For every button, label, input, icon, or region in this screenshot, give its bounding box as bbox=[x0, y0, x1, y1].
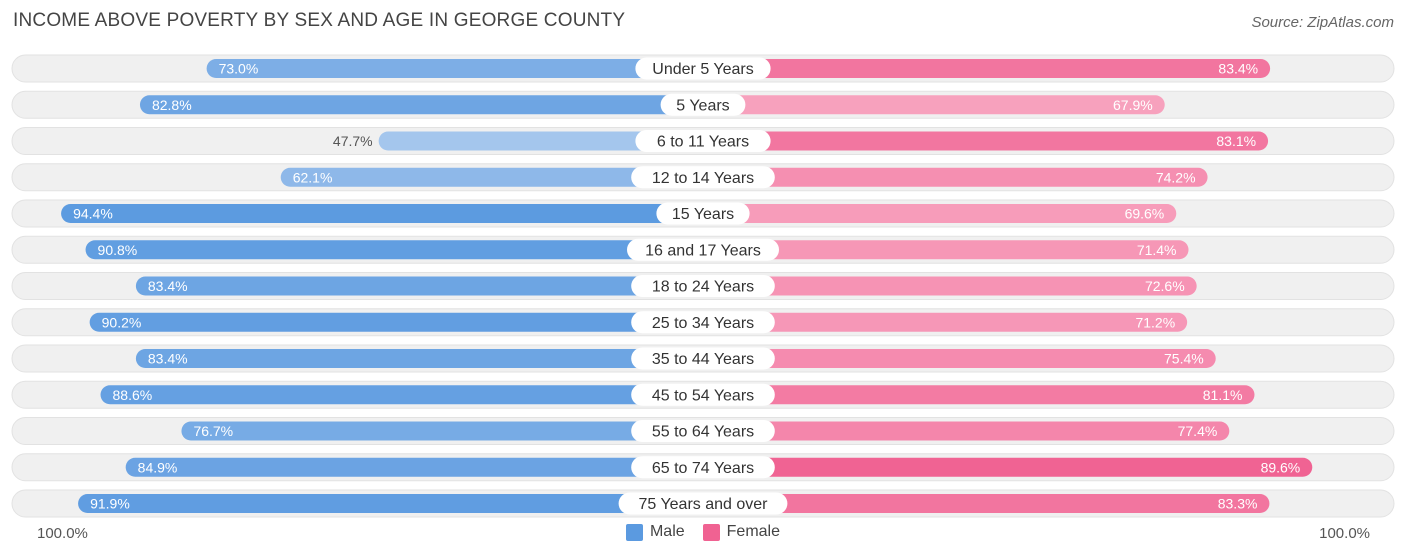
category-label-background bbox=[631, 456, 775, 479]
category-label: 18 to 24 Years bbox=[652, 279, 754, 296]
male-bar bbox=[135, 276, 703, 296]
legend-item-male[interactable]: Male bbox=[625, 523, 685, 541]
female-bar bbox=[703, 421, 1230, 441]
female-value-label: 75.4% bbox=[1164, 351, 1204, 367]
female-value-label: 83.4% bbox=[1218, 61, 1258, 77]
category-label-background bbox=[631, 383, 775, 406]
category-label: 5 Years bbox=[676, 97, 729, 114]
category-label: 65 to 74 Years bbox=[652, 460, 754, 477]
male-value-label: 83.4% bbox=[148, 278, 188, 294]
male-value-label: 84.9% bbox=[138, 459, 178, 475]
male-value-label: 62.1% bbox=[293, 169, 333, 185]
male-value-label: 47.7% bbox=[333, 133, 373, 149]
category-label: 16 and 17 Years bbox=[645, 242, 761, 259]
female-value-label: 69.6% bbox=[1125, 206, 1165, 222]
category-label: 75 Years and over bbox=[639, 496, 769, 513]
female-bar bbox=[703, 59, 1271, 78]
category-label-background bbox=[631, 166, 775, 189]
female-bar bbox=[703, 204, 1177, 223]
category-label-background bbox=[618, 492, 788, 515]
female-value-label: 71.4% bbox=[1137, 242, 1177, 258]
chart-title: INCOME ABOVE POVERTY BY SEX AND AGE IN G… bbox=[13, 10, 626, 31]
category-label-background bbox=[631, 311, 775, 334]
female-bar bbox=[703, 457, 1313, 477]
male-bar bbox=[378, 131, 703, 151]
category-label: 25 to 34 Years bbox=[652, 315, 754, 332]
category-label-background bbox=[635, 57, 771, 80]
male-bar bbox=[78, 494, 703, 513]
axis-left-label: 100.0% bbox=[37, 525, 88, 542]
category-label-background bbox=[635, 130, 771, 152]
female-bar bbox=[703, 240, 1189, 260]
axis-right-label: 100.0% bbox=[1319, 525, 1370, 542]
female-bar bbox=[703, 276, 1197, 296]
male-bar bbox=[139, 95, 703, 115]
category-label-background bbox=[631, 420, 775, 442]
category-label-background bbox=[660, 93, 746, 116]
male-bar bbox=[280, 167, 703, 187]
category-label: 12 to 14 Years bbox=[652, 170, 754, 187]
female-value-label: 71.2% bbox=[1135, 314, 1175, 330]
male-value-label: 91.9% bbox=[90, 496, 130, 512]
male-value-label: 90.2% bbox=[102, 314, 142, 330]
male-value-label: 94.4% bbox=[73, 206, 113, 222]
female-value-label: 77.4% bbox=[1178, 423, 1218, 439]
legend-label-female: Female bbox=[726, 523, 781, 540]
female-bar bbox=[703, 494, 1270, 513]
male-bar bbox=[125, 457, 704, 477]
female-bar bbox=[703, 167, 1208, 187]
legend-swatch-female bbox=[702, 523, 720, 541]
male-bar bbox=[181, 421, 703, 441]
male-value-label: 76.7% bbox=[193, 423, 233, 439]
female-value-label: 89.6% bbox=[1261, 459, 1301, 475]
female-bar bbox=[703, 385, 1255, 405]
legend-label-male: Male bbox=[649, 523, 685, 540]
category-label: 15 Years bbox=[672, 206, 734, 223]
category-label-background bbox=[627, 238, 779, 261]
source-label: Source: ZipAtlas.com bbox=[1251, 14, 1394, 31]
female-value-label: 83.1% bbox=[1216, 133, 1256, 149]
chart-plot: 73.0% 83.4% Under 5 Years 82.8% 67.9% 5 Years… bbox=[11, 54, 1395, 518]
category-label: 6 to 11 Years bbox=[657, 134, 749, 151]
category-label-background bbox=[631, 347, 775, 370]
male-bar bbox=[89, 312, 703, 332]
legend-item-female[interactable]: Female bbox=[702, 523, 781, 541]
female-value-label: 83.3% bbox=[1218, 496, 1258, 512]
male-value-label: 73.0% bbox=[219, 61, 259, 77]
male-bar bbox=[85, 240, 703, 260]
male-bar bbox=[206, 59, 703, 78]
female-bar bbox=[703, 349, 1216, 368]
category-label: Under 5 Years bbox=[652, 61, 753, 78]
category-label-background bbox=[656, 202, 750, 225]
female-value-label: 81.1% bbox=[1203, 387, 1243, 403]
male-value-label: 88.6% bbox=[113, 387, 153, 403]
male-bar bbox=[61, 204, 703, 223]
legend: Male Female bbox=[0, 523, 1406, 541]
male-value-label: 90.8% bbox=[98, 242, 138, 258]
male-bar bbox=[100, 385, 703, 405]
category-label-background bbox=[631, 275, 775, 297]
category-label: 55 to 64 Years bbox=[652, 424, 754, 441]
male-value-label: 82.8% bbox=[152, 97, 192, 113]
female-bar bbox=[703, 95, 1165, 115]
legend-swatch-male bbox=[625, 523, 643, 541]
female-value-label: 72.6% bbox=[1145, 278, 1185, 294]
female-bar bbox=[703, 312, 1188, 332]
category-label: 35 to 44 Years bbox=[652, 351, 754, 368]
female-value-label: 74.2% bbox=[1156, 169, 1196, 185]
category-label: 45 to 54 Years bbox=[652, 387, 754, 404]
female-bar bbox=[703, 131, 1269, 151]
female-value-label: 67.9% bbox=[1113, 97, 1153, 113]
male-bar bbox=[135, 349, 703, 368]
male-value-label: 83.4% bbox=[148, 351, 188, 367]
